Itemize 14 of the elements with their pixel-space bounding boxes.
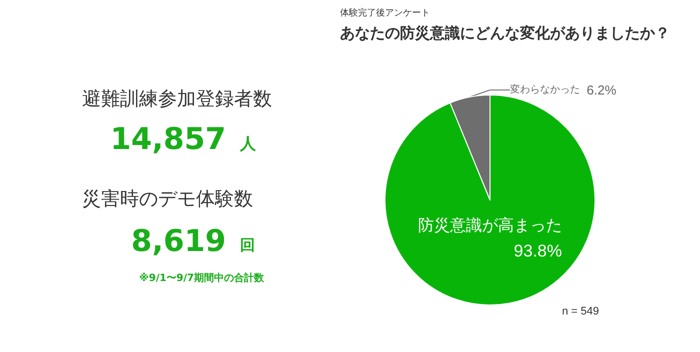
text: 回	[240, 236, 255, 255]
slice-label: 変わらなかった	[510, 84, 580, 96]
text: 災害時のデモ体験数	[82, 187, 253, 212]
text: 8,619	[131, 224, 226, 259]
chart-title: あなたの防災意識にどんな変化がありましたか？	[340, 24, 670, 42]
data-label: 93.8%	[514, 242, 562, 260]
slice-label: 防災意識が高まった	[418, 216, 562, 234]
text: ※9/1〜9/7期間中の合計数	[139, 272, 264, 285]
text: n = 549	[562, 306, 600, 318]
text: 人	[240, 134, 256, 155]
text: 14,857	[110, 122, 226, 157]
text: 避難訓練参加登録者数	[82, 87, 272, 112]
data-label: 6.2%	[586, 82, 617, 98]
chart-subtitle: 体験完了後アンケート	[340, 8, 430, 18]
